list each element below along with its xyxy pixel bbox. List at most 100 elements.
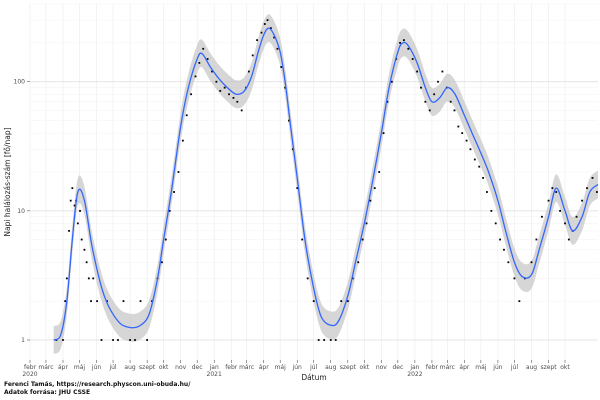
x-tick-label: jún	[91, 364, 101, 371]
data-point	[518, 300, 521, 303]
x-tick-label: febr	[426, 364, 439, 371]
data-point	[256, 39, 258, 42]
data-point	[312, 300, 315, 303]
data-point	[513, 277, 516, 280]
x-tick-label: jún	[292, 364, 302, 371]
x-tick-label: aug	[325, 364, 336, 371]
data-point	[206, 58, 209, 60]
data-point	[329, 339, 332, 341]
data-point	[240, 109, 243, 112]
data-point	[469, 148, 472, 151]
data-point	[96, 300, 98, 303]
x-tick-label: okt	[360, 364, 370, 371]
x-tick-label: márc	[440, 364, 455, 371]
data-point	[263, 23, 266, 25]
data-point	[369, 199, 372, 202]
data-point	[151, 300, 153, 303]
data-point	[276, 47, 279, 50]
x-tick-label: ápr	[259, 364, 269, 371]
data-point	[591, 177, 594, 179]
data-point	[346, 300, 349, 303]
data-point	[69, 199, 72, 202]
data-point	[473, 158, 476, 161]
data-point	[236, 100, 239, 103]
data-point	[273, 36, 276, 39]
data-point	[507, 261, 510, 264]
data-point	[198, 61, 201, 64]
x-tick-label: szept	[340, 364, 357, 371]
y-tick-label: 10	[17, 208, 25, 215]
data-point	[424, 100, 427, 103]
x-tick-label: nov	[175, 364, 186, 371]
data-point	[530, 261, 533, 264]
data-point	[306, 277, 309, 280]
data-point	[535, 238, 538, 241]
x-axis-title: Dátum	[301, 373, 326, 382]
data-point	[168, 209, 171, 212]
data-point	[164, 238, 167, 241]
x-tick-label: ápr	[459, 364, 469, 371]
data-point	[441, 70, 444, 73]
data-point	[251, 54, 254, 57]
x-tick-label: dec	[192, 364, 203, 371]
data-point	[80, 238, 83, 241]
x-tick-label: júl	[309, 364, 317, 371]
x-tick-label: máj	[74, 364, 86, 371]
confidence-band	[53, 14, 598, 354]
y-tick-label: 100	[14, 79, 26, 86]
data-point	[288, 119, 290, 122]
data-point	[85, 261, 88, 264]
trend-line	[53, 27, 599, 341]
x-tick-label: júl	[108, 364, 116, 371]
x-tick-label: febr	[24, 364, 37, 371]
data-point	[482, 177, 484, 179]
x-tick-label: febr	[225, 364, 238, 371]
data-point	[433, 93, 436, 96]
data-point	[62, 339, 64, 341]
data-point	[559, 209, 561, 212]
x-tick-year: 2022	[407, 371, 422, 378]
data-point	[280, 66, 283, 68]
data-point	[181, 139, 184, 142]
data-point	[494, 222, 497, 225]
data-point	[269, 27, 272, 30]
data-point	[416, 70, 418, 73]
y-tick-label: 1	[21, 337, 25, 344]
x-tick-label: okt	[560, 364, 570, 371]
x-tick-label: aug	[526, 364, 537, 371]
data-point	[194, 75, 197, 78]
data-point	[129, 339, 131, 341]
data-point	[228, 93, 230, 96]
data-point	[382, 132, 385, 135]
data-point	[586, 187, 588, 190]
data-point	[296, 187, 299, 190]
data-point	[68, 229, 70, 232]
data-point	[575, 215, 578, 218]
data-point	[351, 277, 354, 280]
x-tick-label: nov	[376, 364, 387, 371]
data-point	[411, 58, 414, 60]
data-point	[457, 125, 460, 128]
data-point	[361, 238, 364, 241]
data-point	[386, 100, 389, 103]
data-point	[428, 109, 431, 112]
data-point	[365, 222, 368, 225]
caption-author: Ferenci Tamás, https://research.physcon.…	[4, 381, 191, 388]
data-point	[490, 209, 493, 212]
data-point	[334, 339, 337, 341]
data-point	[503, 248, 505, 251]
data-point	[190, 93, 193, 96]
x-tick-label: máj	[275, 364, 287, 371]
data-point	[317, 339, 320, 341]
x-tick-label: dec	[392, 364, 403, 371]
data-point	[340, 300, 343, 303]
data-point	[73, 204, 76, 207]
data-point	[461, 132, 464, 135]
data-point	[100, 339, 103, 341]
caption-source: Adatok forrása: JHU CSSE	[4, 389, 91, 396]
data-point	[202, 47, 205, 50]
data-point	[373, 187, 376, 190]
x-tick-label: márc	[239, 364, 254, 371]
data-point	[449, 100, 452, 103]
